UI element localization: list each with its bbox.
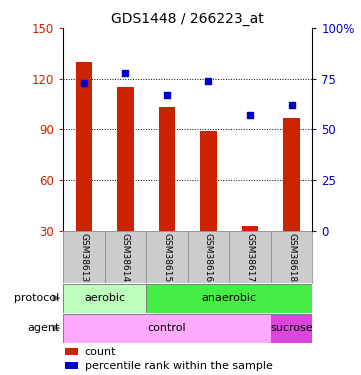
- Bar: [283, 118, 300, 231]
- Text: GSM38617: GSM38617: [245, 233, 255, 282]
- Text: control: control: [148, 323, 186, 333]
- Text: protocol: protocol: [14, 293, 60, 303]
- Text: count: count: [85, 347, 116, 357]
- Bar: [242, 226, 258, 231]
- Bar: [65, 362, 78, 369]
- Text: GSM38618: GSM38618: [287, 233, 296, 282]
- Bar: [271, 314, 312, 342]
- Text: GSM38613: GSM38613: [79, 233, 88, 282]
- Bar: [158, 107, 175, 231]
- Point: [81, 80, 87, 86]
- Bar: [200, 131, 217, 231]
- Text: GSM38616: GSM38616: [204, 233, 213, 282]
- Text: GSM38615: GSM38615: [162, 233, 171, 282]
- Text: agent: agent: [27, 323, 60, 333]
- Bar: [76, 62, 92, 231]
- Text: percentile rank within the sample: percentile rank within the sample: [85, 361, 273, 371]
- Text: sucrose: sucrose: [270, 323, 313, 333]
- Bar: [117, 87, 134, 231]
- Point: [247, 112, 253, 118]
- Bar: [146, 284, 312, 312]
- Text: anaerobic: anaerobic: [202, 293, 257, 303]
- Text: aerobic: aerobic: [84, 293, 125, 303]
- Bar: [63, 314, 271, 342]
- Point: [164, 92, 170, 98]
- Title: GDS1448 / 266223_at: GDS1448 / 266223_at: [111, 12, 264, 26]
- Point: [288, 102, 294, 108]
- Bar: [65, 348, 78, 355]
- Point: [122, 70, 129, 76]
- Text: GSM38614: GSM38614: [121, 233, 130, 282]
- Point: [205, 78, 211, 84]
- Bar: [63, 284, 146, 312]
